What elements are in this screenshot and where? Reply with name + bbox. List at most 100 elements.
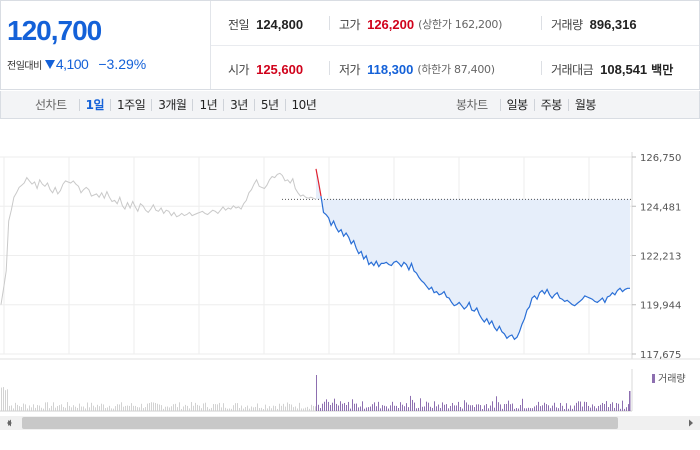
y-tick-label: 126,750 (640, 153, 681, 164)
current-day-volume-bar (376, 406, 377, 411)
previous-day-volume-bar (27, 408, 28, 411)
tab-1week[interactable]: 1주일 (110, 98, 151, 111)
scroll-left-arrow-icon[interactable] (7, 419, 11, 427)
current-day-volume-bar (454, 405, 455, 411)
current-day-volume-bar (588, 405, 589, 411)
current-day-volume-bar (542, 405, 543, 411)
previous-day-volume-bar (85, 408, 86, 411)
current-day-volume-bar (610, 403, 611, 411)
prev-close-cell: 전일 124,800 (228, 14, 303, 34)
previous-day-volume-bar (261, 407, 262, 411)
candle-chart-title: 봉차트 (456, 98, 488, 112)
previous-day-volume-bar (123, 406, 124, 411)
previous-day-volume-bar (267, 408, 268, 411)
tab-monthly-candle[interactable]: 월봉 (567, 98, 602, 111)
previous-day-volume-bar (191, 402, 192, 411)
previous-day-volume-bar (137, 407, 138, 411)
current-day-volume-bar (390, 405, 391, 411)
change-amount: 4,100 (55, 56, 89, 72)
previous-day-volume-bar (235, 403, 236, 411)
previous-day-volume-bar (219, 402, 220, 411)
previous-day-volume-bar (153, 402, 154, 411)
amount-value: 108,541 (600, 61, 648, 77)
current-day-volume-bar (334, 398, 335, 411)
current-day-volume-bar (444, 404, 445, 411)
previous-day-volume-bar (29, 405, 30, 411)
previous-day-volume-bar (287, 402, 288, 411)
previous-day-volume-bar (73, 405, 74, 411)
current-day-volume-bar (328, 401, 329, 411)
previous-day-volume-bar (189, 408, 190, 411)
tab-1day[interactable]: 1일 (78, 98, 110, 111)
y-tick-label: 117,675 (640, 350, 681, 361)
volume-legend-swatch (652, 374, 655, 383)
current-day-volume-bar (600, 404, 601, 411)
previous-day-volume-bar (33, 404, 34, 411)
high-cell: 고가 126,200 (상한가 162,200) (339, 14, 502, 34)
current-day-volume-bar (488, 408, 489, 411)
current-day-volume-bar (612, 402, 613, 411)
current-day-volume-bar (550, 408, 551, 411)
previous-day-volume-bar (293, 407, 294, 411)
current-day-volume-bar (438, 404, 439, 411)
current-day-volume-bar (608, 407, 609, 411)
previous-day-volume-bar (57, 406, 58, 411)
y-tick-label: 119,944 (640, 301, 681, 312)
current-price: 120,700 (7, 15, 102, 46)
previous-day-volume-bar (225, 407, 226, 411)
previous-day-volume-bar (251, 406, 252, 411)
current-day-volume-bar (492, 401, 493, 411)
tab-daily-candle[interactable]: 일봉 (499, 98, 534, 111)
prev-close-label: 전일 (228, 17, 250, 32)
open-cell: 시가 125,600 (228, 59, 303, 79)
previous-day-volume-bar (271, 408, 272, 411)
tab-1year[interactable]: 1년 (192, 98, 223, 111)
down-triangle-icon (44, 59, 55, 69)
previous-day-volume-bar (275, 406, 276, 411)
previous-day-volume-bar (231, 408, 232, 411)
tab-10year[interactable]: 10년 (284, 98, 323, 111)
previous-day-volume-bar (103, 404, 104, 411)
current-day-volume-bar (352, 399, 353, 411)
current-day-volume-bar (544, 402, 545, 411)
previous-day-volume-bar (7, 389, 8, 411)
current-day-volume-bar (426, 401, 427, 411)
tab-3month[interactable]: 3개월 (151, 98, 192, 111)
prev-close-value: 124,800 (256, 16, 304, 32)
current-day-volume-bar (422, 406, 423, 411)
quote-summary: 120,700 전일대비 4,100 −3.29% 전일 124,800 고가 … (0, 0, 700, 90)
current-day-volume-bar (418, 407, 419, 411)
previous-day-volume-bar (277, 408, 278, 411)
current-day-volume-bar (468, 404, 469, 411)
previous-day-volume-bar (209, 408, 210, 411)
current-day-volume-bar (380, 408, 381, 411)
current-day-volume-bar (374, 402, 375, 411)
current-day-volume-bar (624, 408, 625, 411)
previous-day-volume-bar (175, 403, 176, 411)
tab-3year[interactable]: 3년 (223, 98, 254, 111)
previous-day-volume-bar (67, 402, 68, 411)
current-day-volume-bar (366, 407, 367, 411)
current-day-volume-bar (428, 402, 429, 411)
current-price-line-up (315, 168, 322, 197)
previous-day-volume-bar (109, 405, 110, 411)
current-day-volume-bar (318, 404, 319, 411)
previous-day-volume-bar (1, 387, 2, 411)
scrollbar-thumb[interactable] (22, 417, 618, 429)
previous-day-volume-bar (241, 405, 242, 411)
tab-5year[interactable]: 5년 (253, 98, 285, 111)
previous-day-volume-bar (99, 406, 100, 411)
amount-unit: 백만 (651, 62, 674, 77)
scroll-right-arrow-icon[interactable] (689, 419, 693, 427)
tab-weekly-candle[interactable]: 주봉 (533, 98, 568, 111)
current-day-volume-bar (510, 404, 511, 411)
current-day-volume-bar (480, 405, 481, 411)
current-day-volume-bar (598, 405, 599, 411)
column-divider (541, 16, 542, 30)
current-day-volume-bar (540, 406, 541, 411)
previous-day-volume-bar (17, 404, 18, 411)
previous-day-volume-bar (227, 408, 228, 411)
previous-day-volume-bar (199, 405, 200, 411)
current-day-volume-bar (580, 401, 581, 411)
previous-day-volume-bar (171, 406, 172, 411)
